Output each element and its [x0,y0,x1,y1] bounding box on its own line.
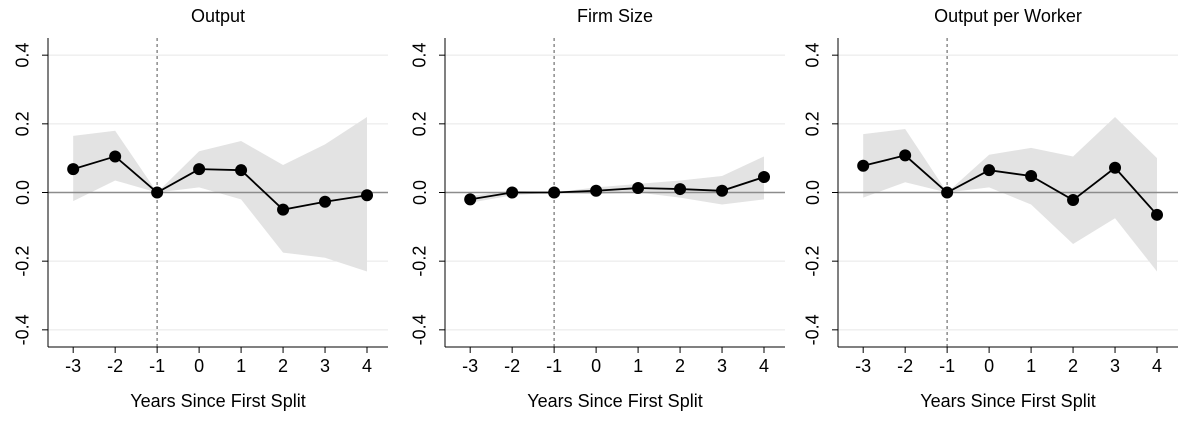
x-tick-label: 2 [278,356,288,376]
estimate-point [235,164,248,177]
y-tick-label: 0.0 [803,180,823,205]
x-tick-label: -3 [65,356,81,376]
y-tick-label: 0.4 [13,43,33,68]
estimate-point [151,186,164,199]
x-tick-label: -2 [107,356,123,376]
x-tick-label: -1 [149,356,165,376]
estimate-point [899,149,912,162]
x-tick-label: 0 [984,356,994,376]
chart-title: Output per Worker [934,6,1082,26]
y-tick-label: -0.2 [803,246,823,277]
x-tick-label: 2 [675,356,685,376]
x-tick-label: -1 [939,356,955,376]
estimate-point [983,164,996,177]
estimate-point [590,184,603,197]
x-tick-label: -2 [897,356,913,376]
estimate-point [319,195,332,208]
estimate-point [67,163,80,176]
confidence-band [863,116,1158,272]
estimate-point [548,186,561,199]
y-tick-label: -0.2 [13,246,33,277]
estimate-point [632,182,645,195]
y-tick-label: 0.2 [803,111,823,136]
x-tick-label: 3 [1110,356,1120,376]
estimate-point [109,150,122,163]
x-tick-label: 3 [717,356,727,376]
estimate-line [72,155,368,211]
chart-title: Output [191,6,245,26]
x-tick-label: -3 [855,356,871,376]
estimate-point [716,184,729,197]
x-axis-label: Years Since First Split [527,391,702,411]
x-tick-label: 1 [236,356,246,376]
y-tick-label: 0.4 [803,43,823,68]
x-tick-label: 3 [320,356,330,376]
estimate-point [674,183,687,196]
estimate-line [470,176,765,201]
x-tick-label: -3 [462,356,478,376]
x-tick-label: -1 [546,356,562,376]
y-tick-label: -0.4 [13,314,33,345]
y-tick-label: 0.2 [13,111,33,136]
chart-title: Firm Size [577,6,653,26]
estimate-point [1109,161,1122,174]
y-tick-label: -0.4 [410,314,430,345]
estimate-point [193,163,206,176]
estimate-point [758,171,771,184]
x-tick-label: 0 [591,356,601,376]
estimate-point [857,159,870,172]
y-tick-label: -0.2 [410,246,430,277]
estimate-point [1025,170,1038,183]
x-tick-label: 0 [194,356,204,376]
y-tick-label: 0.2 [410,111,430,136]
x-axis-label: Years Since First Split [920,391,1095,411]
estimate-point [506,186,519,199]
y-tick-label: 0.4 [410,43,430,68]
x-tick-label: 4 [1152,356,1162,376]
x-axis-label: Years Since First Split [130,391,305,411]
estimate-point [277,203,290,216]
x-tick-label: 4 [362,356,372,376]
estimate-line [862,154,1158,216]
estimate-point [464,193,477,206]
estimate-point [1151,208,1164,221]
estimate-point [941,186,954,199]
estimate-point [1067,194,1080,207]
x-tick-label: 1 [1026,356,1036,376]
x-tick-label: -2 [504,356,520,376]
y-tick-label: -0.4 [803,314,823,345]
x-tick-label: 4 [759,356,769,376]
y-tick-label: 0.0 [410,180,430,205]
x-tick-label: 1 [633,356,643,376]
estimate-point [361,189,374,202]
y-tick-label: 0.0 [13,180,33,205]
x-tick-label: 2 [1068,356,1078,376]
confidence-band [73,116,368,272]
